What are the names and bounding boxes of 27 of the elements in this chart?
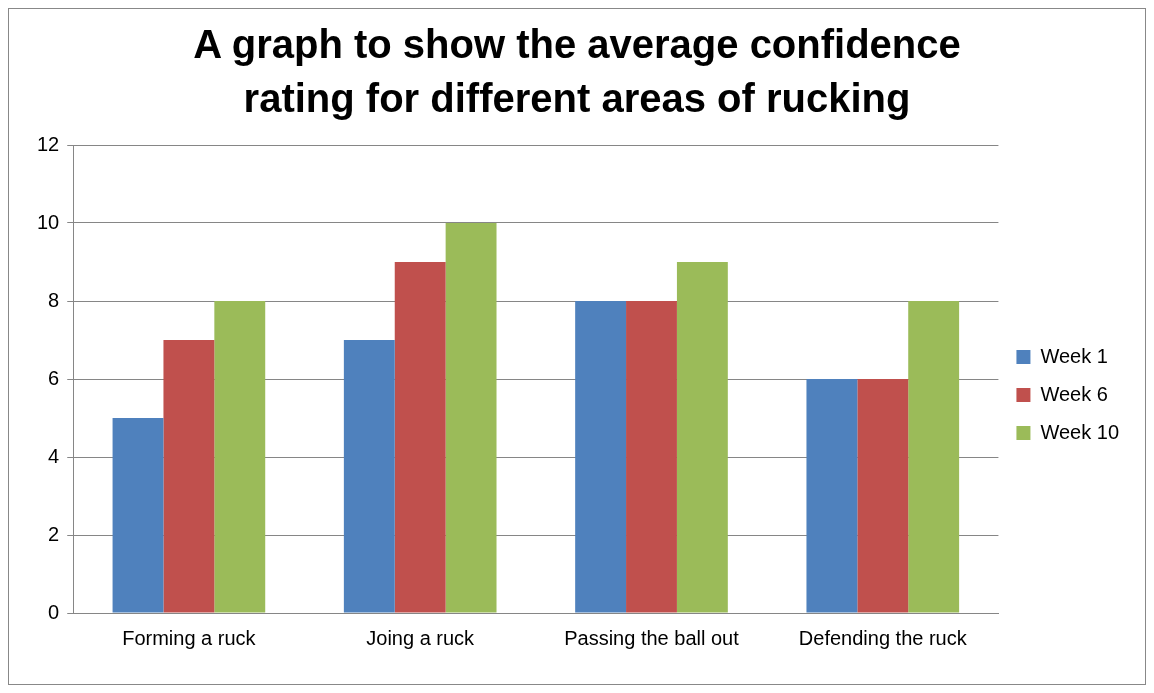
y-tick-label: 0: [48, 600, 60, 623]
x-tick-label: Passing the ball out: [564, 626, 740, 649]
bar: [445, 223, 497, 613]
bar: [112, 418, 164, 613]
chart-title: A graph to show the average confidence rating for different areas of rucking: [192, 21, 962, 122]
bar: [806, 379, 858, 613]
y-tick-label: 6: [48, 366, 60, 389]
bar: [626, 301, 677, 613]
x-tick-label: Forming a ruck: [122, 626, 257, 649]
bar: [343, 340, 395, 613]
legend-label: Week 6: [1040, 382, 1108, 405]
bar: [908, 301, 960, 613]
bar: [163, 340, 215, 613]
bar: [857, 379, 909, 613]
y-tick-label: 10: [37, 210, 60, 233]
y-tick-label: 12: [37, 132, 60, 155]
bar: [676, 262, 728, 613]
y-tick-label: 4: [48, 444, 60, 467]
y-tick-label: 2: [48, 522, 60, 545]
x-tick-label: Joing a ruck: [366, 626, 476, 649]
bar: [214, 301, 266, 613]
legend-label: Week 10: [1040, 420, 1120, 443]
x-tick-label: Defending the ruck: [798, 626, 968, 649]
legend-label: Week 1: [1040, 344, 1108, 367]
y-tick-label: 8: [48, 288, 60, 311]
bar: [575, 301, 627, 613]
bar: [394, 262, 446, 613]
